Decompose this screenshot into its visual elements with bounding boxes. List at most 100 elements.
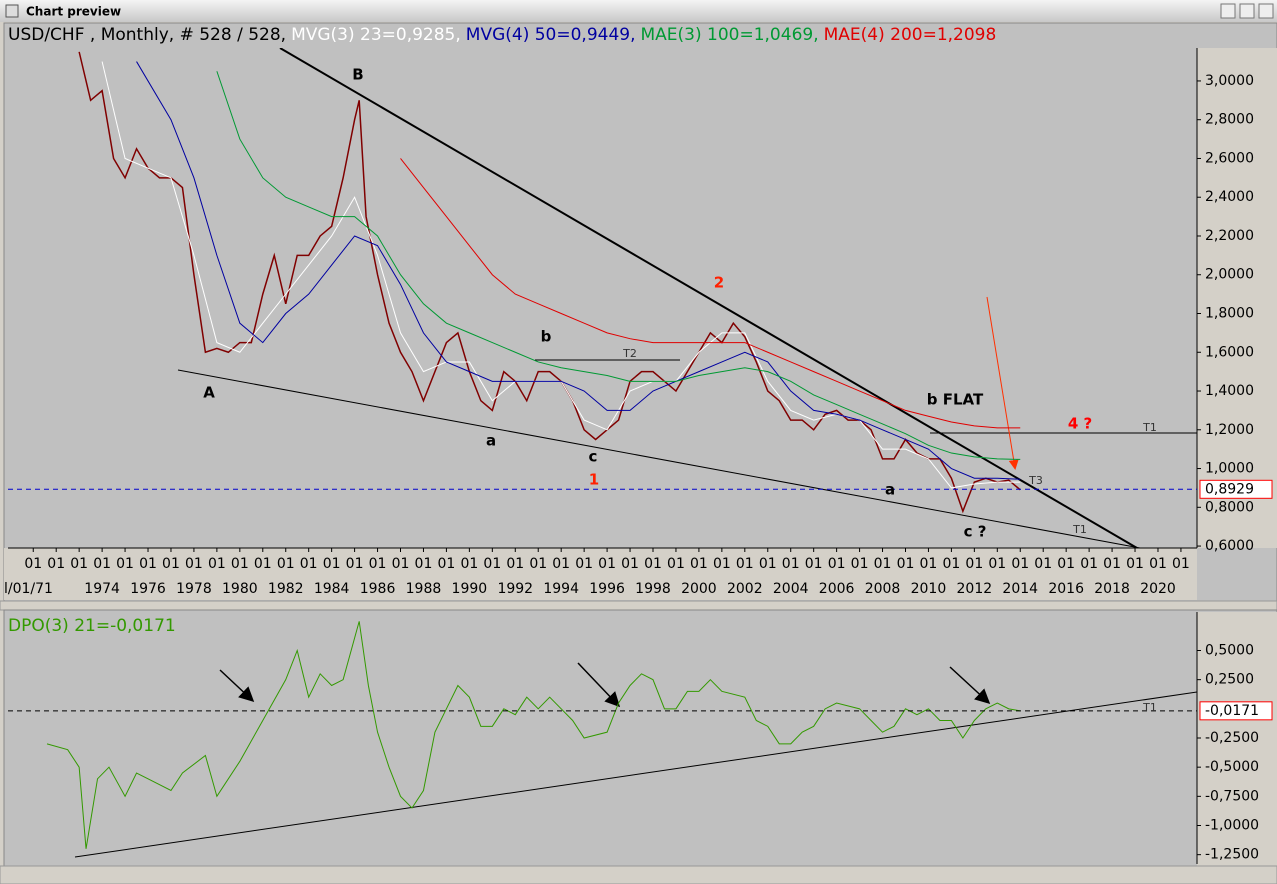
y-tick-label: -0,5000 [1205, 759, 1259, 775]
arrow [219, 669, 255, 703]
x-tick-label: 2012 [957, 581, 993, 597]
x-minor-tick-label: 01 [667, 556, 685, 572]
x-minor-tick-label: 01 [690, 556, 708, 572]
legend-entry: MAE(4) 200=1,2098 [824, 25, 997, 45]
window-buttons[interactable] [1220, 3, 1274, 19]
x-tick-label: 2016 [1048, 581, 1084, 597]
y-tick-label: 1,8000 [1205, 306, 1254, 322]
x-tick-label: 2010 [911, 581, 947, 597]
splitter[interactable] [0, 600, 1277, 611]
x-tick-label: 2020 [1140, 581, 1176, 597]
window-icon [5, 4, 19, 18]
arrow [949, 666, 991, 705]
trend-line [279, 48, 1138, 548]
x-tick-label: 1996 [589, 581, 625, 597]
ma-line [216, 71, 1021, 460]
x-tick-label: 2004 [773, 581, 809, 597]
x-minor-tick-label: 01 [529, 556, 547, 572]
current-box [1199, 479, 1273, 499]
x-minor-tick-label: 01 [874, 556, 892, 572]
x-tick-label: 1992 [497, 581, 533, 597]
dpo-drawings [74, 662, 1197, 858]
annotation: 2 [714, 274, 724, 292]
annotation: A [203, 384, 215, 402]
y-tick-label: 0,5000 [1205, 643, 1254, 659]
annotation: B [352, 66, 363, 84]
annotation: c ? [964, 523, 987, 541]
x-tick-label: 1988 [406, 581, 442, 597]
x-tick-label: 1998 [635, 581, 671, 597]
current-box [1199, 701, 1273, 721]
y-tick-label: 1,4000 [1205, 383, 1254, 399]
x-minor-tick-label: 01 [346, 556, 364, 572]
x-minor-tick-label: 01 [93, 556, 111, 572]
title-bar [0, 0, 1277, 22]
x-tick-label: l/01/71 [4, 581, 53, 597]
x-minor-tick-label: 01 [24, 556, 42, 572]
x-minor-tick-label: 01 [1011, 556, 1029, 572]
annotation: T1 [1072, 523, 1087, 536]
window-title: Chart preview [26, 5, 121, 19]
x-minor-tick-label: 01 [70, 556, 88, 572]
x-minor-tick-label: 01 [438, 556, 456, 572]
y-tick-label: 2,0000 [1205, 267, 1254, 283]
x-tick-label: 1980 [222, 581, 258, 597]
x-minor-tick-label: 01 [185, 556, 203, 572]
ma-line [400, 158, 1021, 429]
plot [8, 621, 1197, 849]
legend-entry: MVG(3) 23=0,9285, [291, 25, 461, 45]
y-tick-label: -1,2500 [1205, 847, 1259, 863]
annotation: c [589, 448, 598, 466]
trend-line [177, 369, 1141, 548]
x-tick-label: 2008 [865, 581, 901, 597]
close-button[interactable] [1258, 3, 1274, 19]
x-minor-tick-label: 01 [1080, 556, 1098, 572]
x-minor-tick-label: 01 [369, 556, 387, 572]
annotation: a [885, 481, 895, 499]
x-axis-area [4, 548, 1197, 600]
x-tick-label: 1974 [84, 581, 120, 597]
maximize-button[interactable] [1239, 3, 1255, 19]
x-tick-label: 2006 [819, 581, 855, 597]
y-tick-label: -1,0000 [1205, 818, 1259, 834]
x-tick-label: 1994 [543, 581, 579, 597]
plot [8, 51, 1197, 514]
x-minor-tick-label: 01 [1103, 556, 1121, 572]
current-label: -0,0171 [1205, 703, 1259, 719]
x-minor-tick-label: 01 [277, 556, 295, 572]
x-minor-tick-label: 01 [139, 556, 157, 572]
annotation: T1 [1142, 421, 1157, 434]
y-tick-label: 3,0000 [1205, 73, 1254, 89]
x-minor-tick-label: 01 [598, 556, 616, 572]
annotation: 4 ? [1068, 415, 1092, 433]
current-label: 0,8929 [1205, 481, 1254, 497]
y-tick-label: 1,0000 [1205, 461, 1254, 477]
x-minor-tick-label: 01 [713, 556, 731, 572]
x-minor-tick-label: 01 [300, 556, 318, 572]
y-tick-label: 2,2000 [1205, 228, 1254, 244]
price-drawings [177, 48, 1197, 548]
legend-entry: MAE(3) 100=1,0469, [641, 25, 819, 45]
price-line [78, 51, 1021, 514]
x-tick-label: 2014 [1002, 581, 1038, 597]
y-tick-label: 0,6000 [1205, 538, 1254, 554]
y-tick-label: 2,8000 [1205, 112, 1254, 128]
annotation: 1 [589, 471, 599, 489]
x-tick-label: 2018 [1094, 581, 1130, 597]
x-minor-tick-label: 01 [897, 556, 915, 572]
status-bar [0, 865, 1277, 884]
y-tick-label: -0,2500 [1205, 730, 1259, 746]
legend-entry: USD/CHF , Monthly, # 528 / 528, [8, 25, 286, 45]
x-minor-tick-label: 01 [736, 556, 754, 572]
minimize-button[interactable] [1220, 3, 1236, 19]
x-minor-tick-label: 01 [323, 556, 341, 572]
x-minor-tick-label: 01 [644, 556, 662, 572]
x-minor-tick-label: 01 [208, 556, 226, 572]
x-minor-tick-label: 01 [47, 556, 65, 572]
x-tick-label: 1990 [452, 581, 488, 597]
x-minor-tick-label: 01 [920, 556, 938, 572]
x-minor-tick-label: 01 [460, 556, 478, 572]
y-tick-label: -0,7500 [1205, 788, 1259, 804]
y-tick-label: 1,2000 [1205, 422, 1254, 438]
x-minor-tick-label: 01 [851, 556, 869, 572]
